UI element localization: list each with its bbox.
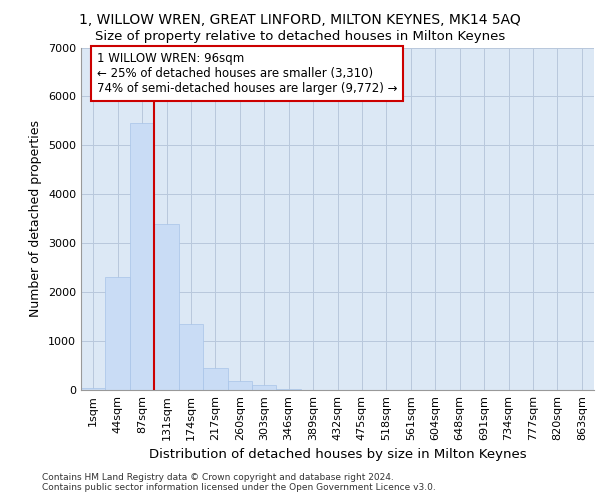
Bar (277, 388, 301, 390)
X-axis label: Distribution of detached houses by size in Milton Keynes: Distribution of detached houses by size … (149, 448, 526, 462)
Bar (252, 385, 277, 390)
Y-axis label: Number of detached properties: Number of detached properties (29, 120, 43, 318)
Bar (106, 278, 130, 390)
Bar (179, 324, 203, 390)
Text: 1 WILLOW WREN: 96sqm
← 25% of detached houses are smaller (3,310)
74% of semi-de: 1 WILLOW WREN: 96sqm ← 25% of detached h… (97, 52, 397, 96)
Bar (154, 224, 179, 390)
Text: 1, WILLOW WREN, GREAT LINFORD, MILTON KEYNES, MK14 5AQ: 1, WILLOW WREN, GREAT LINFORD, MILTON KE… (79, 12, 521, 26)
Bar (203, 368, 227, 390)
Text: Size of property relative to detached houses in Milton Keynes: Size of property relative to detached ho… (95, 30, 505, 43)
Text: Contains HM Land Registry data © Crown copyright and database right 2024.
Contai: Contains HM Land Registry data © Crown c… (42, 473, 436, 492)
Bar (130, 124, 154, 390)
Bar (81, 388, 106, 390)
Bar (227, 382, 252, 390)
